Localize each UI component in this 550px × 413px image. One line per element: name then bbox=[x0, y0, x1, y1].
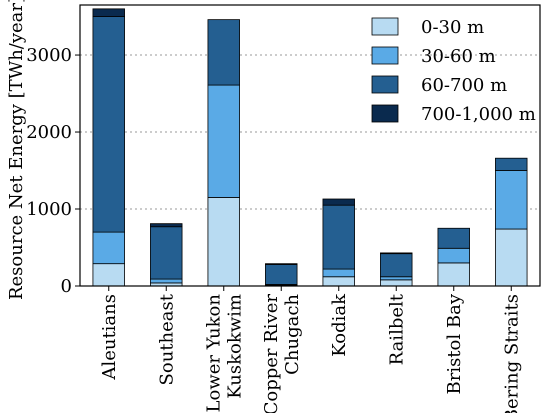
x-tick-label-line: Bering Straits bbox=[501, 294, 522, 413]
bar-segment bbox=[150, 278, 183, 284]
x-tick-label-line: Railbelt bbox=[386, 293, 407, 365]
x-tick-label: Bristol Bay bbox=[444, 293, 465, 394]
x-tick-label-line: Kodiak bbox=[329, 293, 350, 357]
x-tick-label-line: Lower Yukon bbox=[203, 294, 224, 413]
bar-segment bbox=[322, 198, 355, 206]
bar-segment bbox=[437, 227, 470, 249]
x-tick-label-line: Southeast bbox=[156, 293, 177, 385]
x-tick-label: Aleutians bbox=[99, 294, 120, 381]
x-tick-label: Lower Yukon Kuskokwim bbox=[203, 294, 245, 413]
axes bbox=[75, 4, 541, 291]
bar-segment bbox=[150, 226, 183, 280]
bar-segment bbox=[150, 223, 183, 228]
bar-segment bbox=[92, 16, 125, 233]
bars bbox=[92, 8, 528, 287]
bar-segment bbox=[495, 157, 528, 171]
legend-label: 0-30 m bbox=[421, 17, 484, 38]
bar-segment bbox=[495, 228, 528, 287]
bar-segment bbox=[380, 253, 413, 278]
grid-lines bbox=[80, 54, 540, 210]
legend-label: 30-60 m bbox=[421, 46, 496, 67]
bar-segment bbox=[92, 231, 125, 265]
bar-segment bbox=[265, 264, 298, 285]
bar-segment bbox=[322, 276, 355, 287]
legend-label: 60-700 m bbox=[421, 75, 507, 96]
legend-swatch bbox=[371, 75, 399, 94]
x-tick-labels: Aleutians Southeast Lower Yukon Kuskokwim Co… bbox=[99, 293, 523, 413]
y-axis-label: Resource Net Energy [TWh/year] bbox=[6, 0, 27, 300]
y-tick-label: 2000 bbox=[26, 122, 72, 143]
legend-label: 700-1,000 m bbox=[421, 104, 536, 125]
x-tick-label: Railbelt bbox=[386, 293, 407, 365]
x-tick-label-line: Aleutians bbox=[99, 294, 120, 381]
bar-segment bbox=[437, 262, 470, 287]
x-tick-label-line: Bristol Bay bbox=[444, 293, 465, 394]
bar-segment bbox=[380, 252, 413, 255]
plot-frame bbox=[79, 4, 541, 287]
bar-segment bbox=[265, 263, 298, 265]
bar-segment bbox=[92, 8, 125, 17]
legend-swatch bbox=[371, 17, 399, 36]
x-tick-label: Bering Straits bbox=[501, 294, 522, 413]
x-tick-label: Kodiak bbox=[329, 293, 350, 357]
bar-segment bbox=[322, 268, 355, 278]
bar-segment bbox=[380, 276, 413, 281]
y-tick-label: 1000 bbox=[26, 199, 72, 220]
x-tick-label-line: Chugach bbox=[282, 294, 303, 375]
bar-segment bbox=[92, 263, 125, 287]
bar-segment bbox=[207, 84, 240, 198]
bar-segment bbox=[207, 19, 240, 86]
bar-segment bbox=[495, 170, 528, 230]
y-tick-labels: 0 1000 2000 3000 bbox=[26, 45, 72, 297]
x-tick-label-line: Copper River bbox=[261, 294, 282, 413]
legend-swatch bbox=[371, 46, 399, 65]
bar-segment bbox=[437, 247, 470, 264]
y-tick-label: 3000 bbox=[26, 45, 72, 66]
legend-swatch bbox=[371, 104, 399, 123]
x-tick-label-line: Kuskokwim bbox=[224, 294, 245, 399]
legend: 0-30 m 30-60 m 60-700 m 700-1,000 m bbox=[371, 17, 536, 125]
bar-segment bbox=[207, 197, 240, 287]
bar-segment bbox=[322, 204, 355, 270]
y-tick-label: 0 bbox=[61, 276, 72, 297]
x-tick-label: Copper River Chugach bbox=[261, 294, 303, 413]
bar-segment bbox=[380, 279, 413, 287]
x-tick-label: Southeast bbox=[156, 293, 177, 385]
